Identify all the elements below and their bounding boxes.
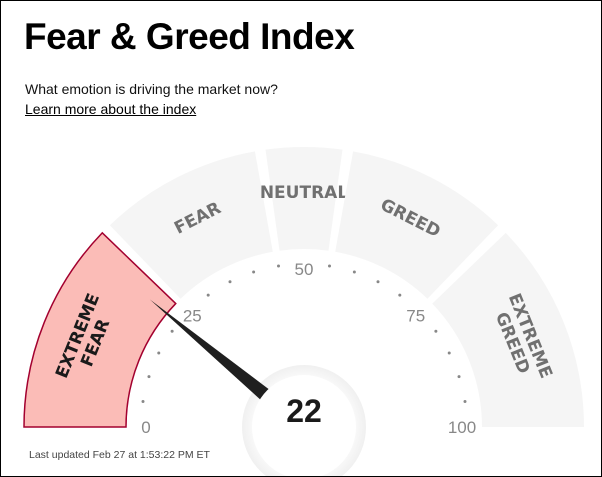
gauge-tick-dot <box>157 351 161 355</box>
gauge-scale-label: 75 <box>406 306 425 325</box>
gauge-zone-greed: GREED <box>335 151 499 299</box>
gauge-tick-dot <box>434 329 438 333</box>
gauge-zone-neutral: NEUTRAL <box>260 147 348 251</box>
gauge-scale-label: 100 <box>448 418 476 437</box>
gauge-zone-neutral-label: NEUTRAL <box>260 183 348 203</box>
gauge-scale-label: 50 <box>295 260 314 279</box>
gauge-value: 22 <box>286 393 322 429</box>
gauge-zone-extreme-greed-segment <box>432 232 584 427</box>
gauge-tick-dot <box>327 264 331 268</box>
gauge-zone-greed-segment <box>335 151 499 299</box>
gauge-scale-label: 0 <box>141 418 150 437</box>
gauge-zone-extreme-fear-segment <box>23 231 177 428</box>
gauge-zone-extreme-greed: EXTREMEGREED <box>432 232 584 427</box>
gauge-tick-dot <box>447 351 451 355</box>
learn-more-link[interactable]: Learn more about the index <box>25 101 197 117</box>
gauge-tick-dot <box>252 270 256 274</box>
gauge-scale-label: 25 <box>183 306 202 325</box>
gauge-tick-dot <box>463 400 467 404</box>
gauge-tick-dot <box>457 375 461 379</box>
gauge-zone-fear-segment <box>109 151 273 299</box>
last-updated: Last updated Feb 27 at 1:53:22 PM ET <box>29 449 210 461</box>
gauge-tick-dot <box>352 270 356 274</box>
gauge-tick-dot <box>141 400 145 404</box>
page-title: Fear & Greed Index <box>24 16 355 57</box>
gauge-zone-fear: FEAR <box>109 151 273 299</box>
gauge-tick-dot <box>277 264 281 268</box>
gauge-tick-dot <box>398 293 402 297</box>
gauge-tick-dot <box>228 280 232 284</box>
gauge-zone-neutral-segment <box>265 147 343 251</box>
gauge-hub <box>252 375 356 476</box>
subtitle: What emotion is driving the market now? <box>25 81 278 97</box>
gauge-tick-dot <box>170 329 174 333</box>
gauge-tick-dot <box>147 375 151 379</box>
gauge-tick-dot <box>206 293 210 297</box>
gauge-zone-extreme-fear: EXTREMEFEAR <box>23 231 177 428</box>
gauge-tick-dot <box>376 280 380 284</box>
